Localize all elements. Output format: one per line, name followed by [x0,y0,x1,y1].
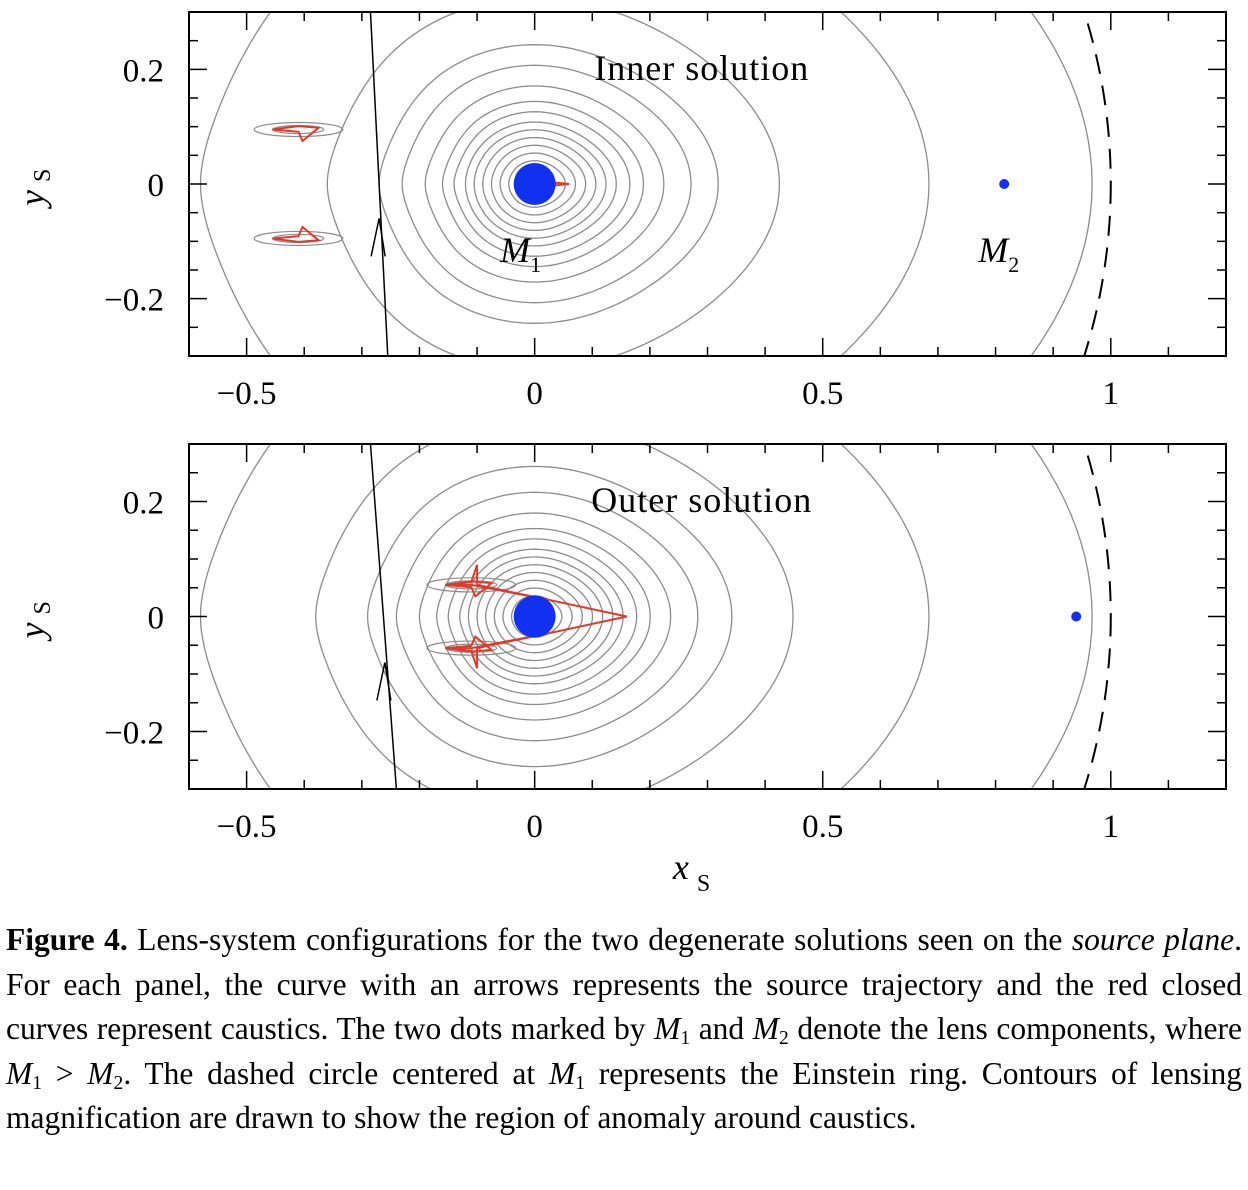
y-tick-label: 0 [148,601,165,637]
contour-line [366,465,733,768]
contour-line [508,160,566,208]
source-trajectory [369,12,389,356]
lens-m2-dot [1071,611,1082,622]
x-axis-label: x [672,847,689,887]
axis-ticks [188,11,1227,357]
contour-line [464,121,617,247]
caustic-curve [272,225,322,243]
caustics [444,564,628,669]
x-tick-label: 1 [1103,376,1120,412]
lens-m2-dot [999,179,1010,189]
x-tick-label: 0 [526,376,543,412]
contour-line [447,538,638,695]
trajectory-arrow [376,662,392,701]
x-tick-label: 0 [526,809,543,845]
axis-ticks [188,443,1227,790]
y-tick-label: 0.2 [123,53,164,89]
einstein-ring [1083,444,1112,789]
lens-m1-dot [513,163,556,205]
magnification-contours [199,12,1093,356]
contour-line [453,111,631,257]
panel-title: Outer solution [591,480,812,520]
y-tick-label: −0.2 [104,283,164,319]
x-tick-label: 1 [1103,809,1120,845]
contour-line [424,85,665,283]
einstein-ring [1083,12,1112,356]
contour-line [1030,12,1093,356]
x-tick-label: −0.5 [217,809,277,845]
caption-label: Figure 4. [6,922,128,957]
contour-line [476,564,604,669]
contour-line [473,129,607,239]
x-tick-label: 0.5 [802,809,843,845]
y-axis-label: y [12,623,52,642]
contour-line [499,152,577,216]
y-axis-label: y [12,190,52,209]
contour-line [459,548,624,685]
contour-line [490,144,587,224]
contour-line [467,556,614,677]
contour-line [253,121,344,138]
contour-line [502,587,573,646]
y-tick-label: −0.2 [104,716,164,752]
contour-line [426,640,517,656]
caustic-curve [444,580,495,599]
caustic-curve [444,634,495,653]
figure-caption: Figure 4. Lens-system configurations for… [6,922,1243,1136]
y-tick-label: 0 [148,168,165,204]
panel-title: Inner solution [594,48,809,88]
trajectory-arrow [370,218,386,257]
lens-m1-dot [513,595,556,638]
contour-line [485,571,594,662]
contour-line [482,136,597,232]
caustic-curve [272,125,322,143]
contour-line [326,12,781,356]
contour-line [426,577,517,593]
lens-label-sub: 2 [1008,252,1019,277]
x-tick-label: 0.5 [802,376,843,412]
contour-line [493,579,583,654]
contour-line [418,512,672,721]
y-tick-label: 0.2 [123,486,164,522]
contour-line [395,491,699,742]
contour-line [441,100,645,268]
x-tick-label: −0.5 [217,376,277,412]
caustic-curve [448,564,628,635]
y-axis-label-sub: S [30,169,56,182]
source-trajectory [369,444,398,789]
x-axis-label-sub: S [697,871,710,897]
contour-line [315,444,794,789]
y-axis-label-sub: S [30,601,56,614]
contour-line [401,64,692,304]
contour-line [253,230,344,247]
lens-label: M [977,230,1010,270]
lens-label: M [499,230,532,270]
lens-label-sub: 1 [530,252,541,277]
contour-line [436,527,651,706]
magnification-contours [199,444,1093,789]
